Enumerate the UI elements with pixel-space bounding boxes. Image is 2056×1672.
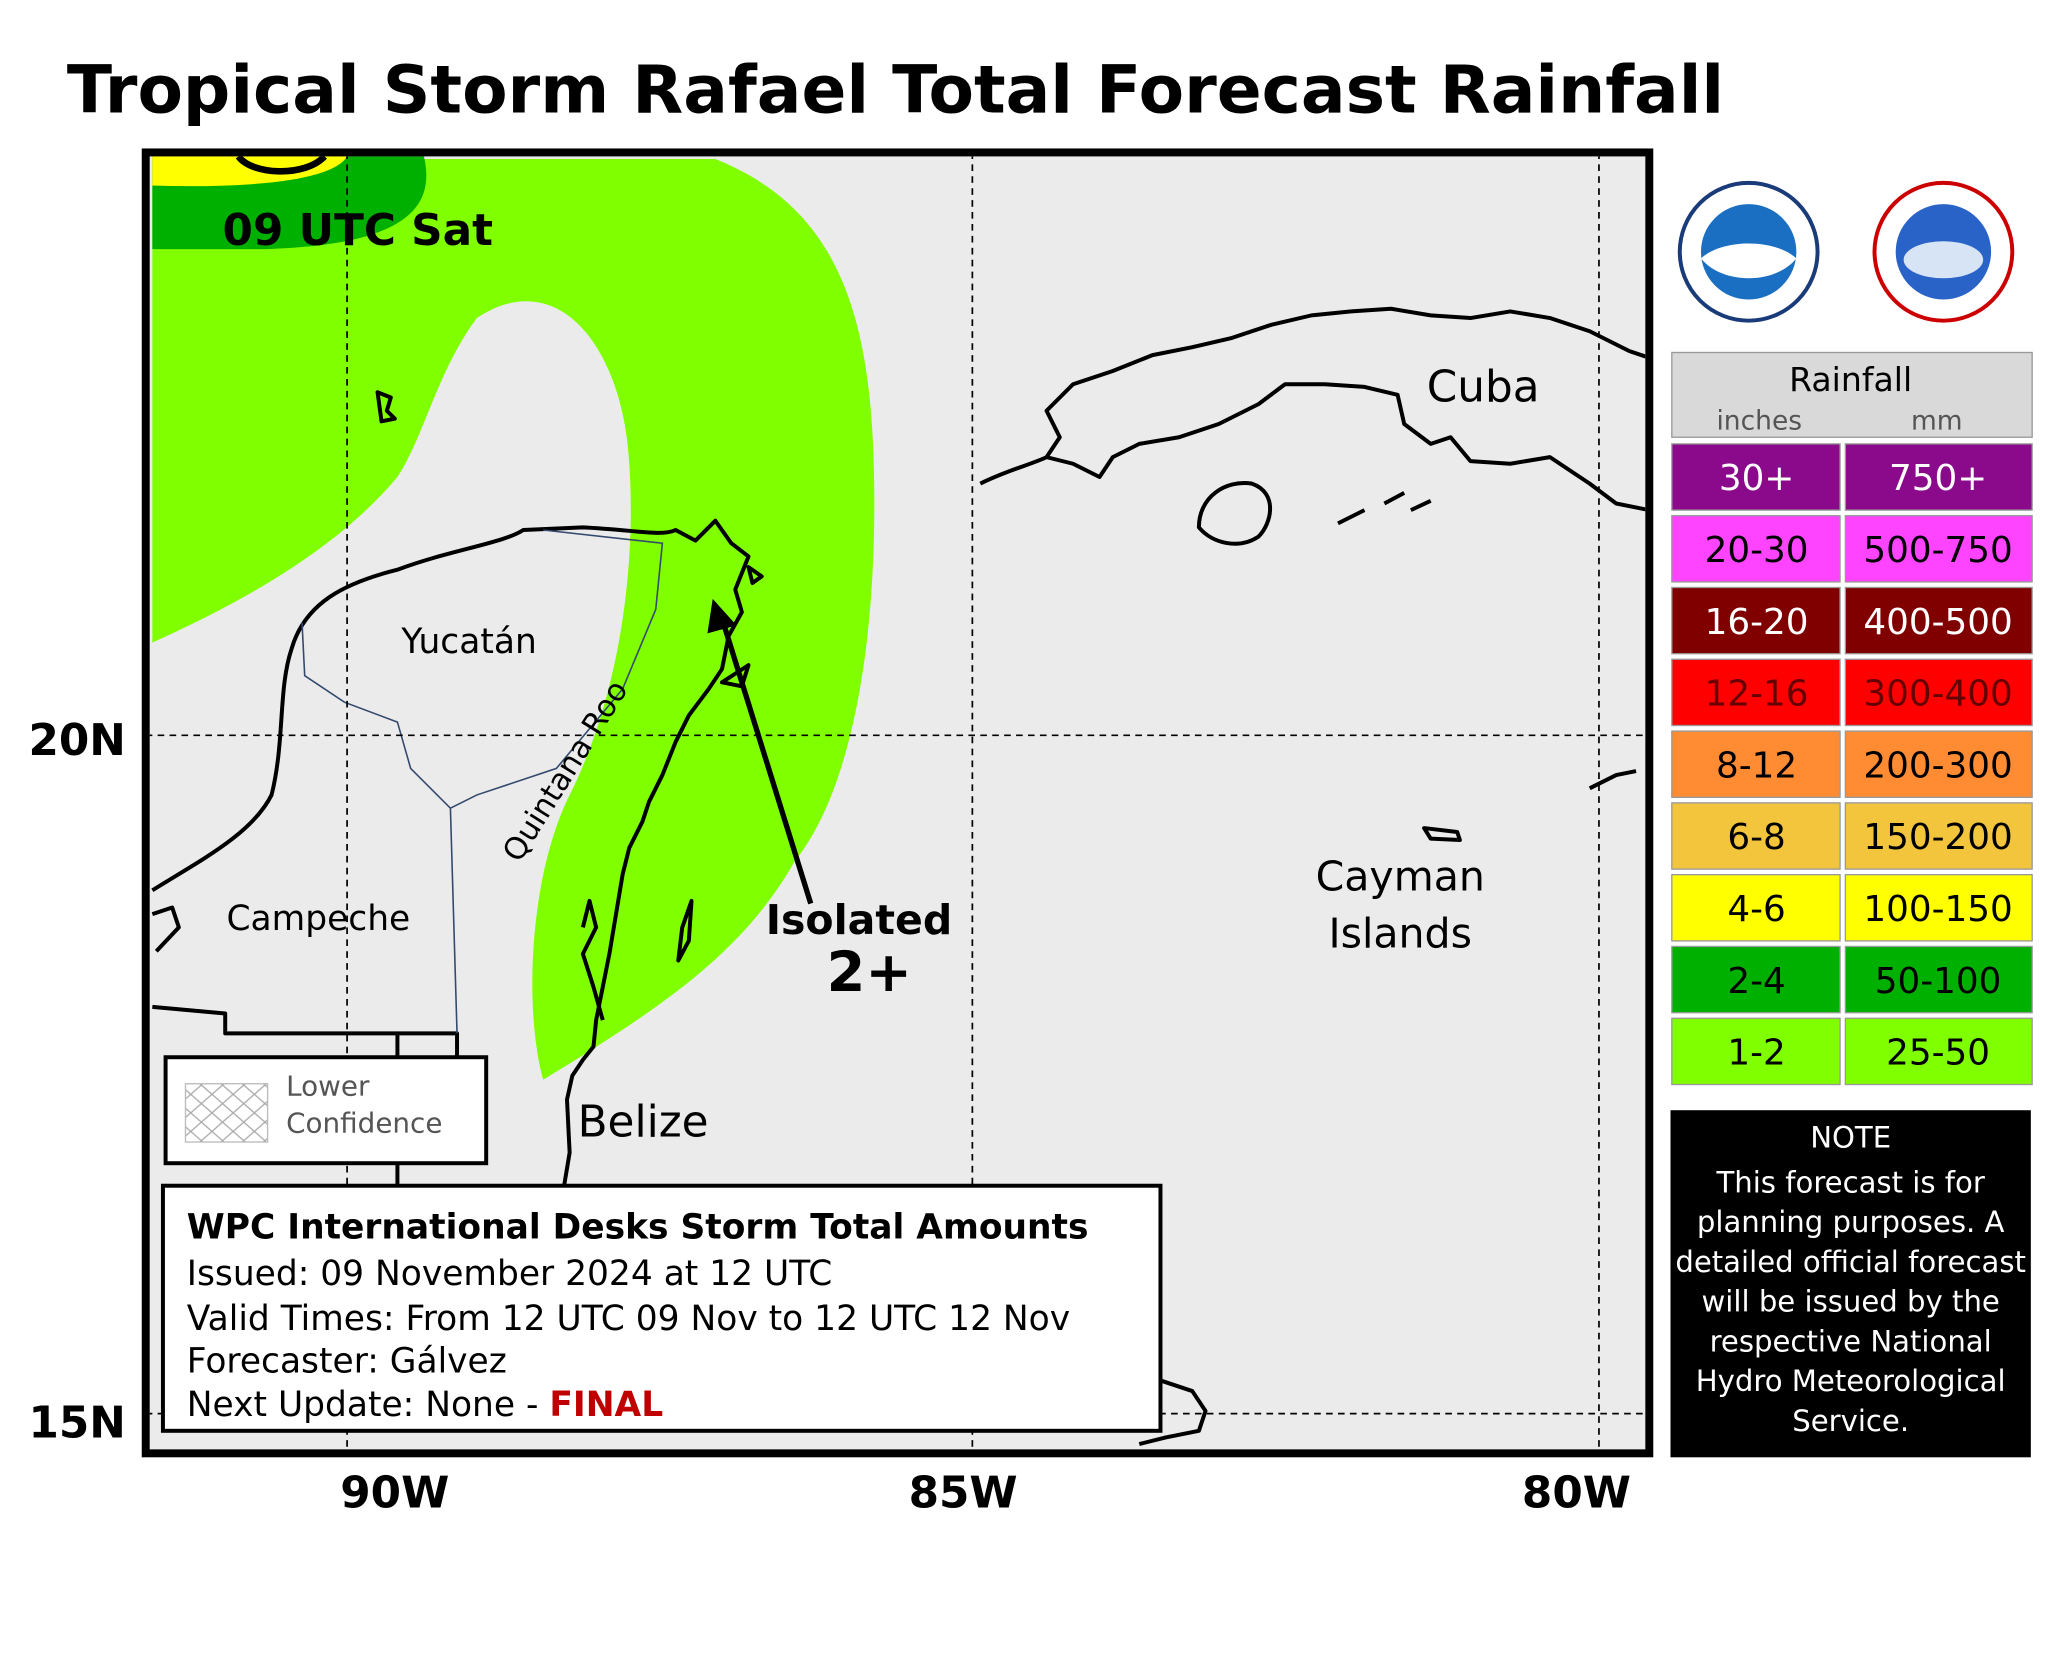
info-line: Valid Times: From 12 UTC 09 Nov to 12 UT… — [187, 1299, 1070, 1339]
annotation-arrowhead — [707, 598, 737, 634]
legend-swatch — [1844, 945, 2033, 1014]
lat-label: 20N — [28, 715, 125, 766]
legend-swatch — [1844, 802, 2033, 870]
legend-label: 16-20 — [1705, 602, 1809, 643]
state-borders — [301, 529, 664, 1034]
map-frame — [141, 148, 1654, 1458]
nws-logo-cloud — [1903, 241, 1984, 279]
legend-label: 12-16 — [1705, 674, 1809, 715]
noaa-logo-gull — [1700, 243, 1797, 279]
legend-label: 750+ — [1889, 458, 1987, 499]
annotation: 2+ — [827, 940, 912, 1005]
legend-header — [1671, 351, 2033, 438]
coastline-isla-juventud — [1196, 481, 1272, 546]
legend-swatch — [1671, 515, 1841, 583]
country-label: Belize — [578, 1097, 709, 1148]
legend-swatch — [1844, 730, 2033, 798]
info-line: Issued: 09 November 2024 at 12 UTC — [187, 1254, 833, 1294]
coastline-yucatan — [151, 518, 751, 1193]
note-line: detailed official forecast — [1675, 1245, 2026, 1279]
legend-label: 400-500 — [1863, 602, 2012, 643]
legend-swatch — [1671, 586, 1841, 655]
contour-time-label: 09 UTC Sat — [223, 205, 493, 256]
coastline-cuba-north — [979, 306, 1646, 486]
coastline-honduras — [1138, 1375, 1208, 1446]
legend-label: 2-4 — [1727, 961, 1785, 1002]
legend-swatch — [1671, 945, 1841, 1014]
legend-label: 6-8 — [1727, 817, 1785, 858]
region-label: Campeche — [227, 899, 411, 939]
lon-label: 80W — [1522, 1468, 1631, 1519]
coastline-islands — [580, 565, 764, 1021]
legend-label: 1-2 — [1727, 1033, 1785, 1074]
info-final: FINAL — [549, 1385, 663, 1425]
coastline-reef — [375, 390, 397, 424]
legend-label: 30+ — [1719, 458, 1794, 499]
coastline-cays — [1337, 491, 1637, 842]
legend-label: 25-50 — [1886, 1033, 1990, 1074]
legend-swatch — [1844, 586, 2033, 655]
legend-swatch — [1844, 515, 2033, 583]
confidence-swatch — [184, 1083, 269, 1143]
title: Tropical Storm Rafael Total Forecast Rai… — [67, 52, 1724, 129]
legend-swatch — [1844, 874, 2033, 942]
legend-label: 500-750 — [1863, 530, 2012, 571]
rain-area-1-2 — [152, 159, 875, 1080]
info-title: WPC International Desks Storm Total Amou… — [187, 1208, 1089, 1248]
rain-contour — [235, 156, 327, 175]
note-line: This forecast is for — [1715, 1165, 1984, 1199]
info-line: Forecaster: Gálvez — [187, 1342, 507, 1382]
legend-swatch — [1671, 802, 1841, 870]
legend-title: Rainfall — [1789, 360, 1912, 399]
note-line: planning purposes. A — [1697, 1205, 2005, 1239]
note-text: This forecast is for planning purposes. A… — [1675, 1165, 2026, 1437]
country-label: Cuba — [1427, 361, 1540, 412]
legend-label: 100-150 — [1863, 889, 2012, 930]
legend-swatch — [1671, 874, 1841, 942]
note-box — [1670, 1110, 2031, 1458]
legend-label: 8-12 — [1716, 745, 1797, 786]
info-box — [160, 1183, 1163, 1433]
coastlines — [151, 306, 1646, 1446]
legend-label: 20-30 — [1705, 530, 1809, 571]
confidence-label: Lower — [286, 1070, 370, 1103]
legend-label: 150-200 — [1863, 817, 2012, 858]
annotation: Isolated — [766, 896, 953, 944]
legend-label: 50-100 — [1875, 961, 2002, 1002]
legend-label: 300-400 — [1863, 674, 2012, 715]
legend-label: 200-300 — [1863, 745, 2012, 786]
note-line: respective National — [1710, 1324, 1992, 1358]
legend-swatch — [1671, 443, 1841, 511]
note-title: NOTE — [1810, 1120, 1891, 1154]
legend-swatch — [1671, 658, 1841, 727]
legend-unit: mm — [1911, 405, 1963, 436]
note-line: Hydro Meteorological — [1696, 1364, 2006, 1398]
annotation-arrow — [720, 621, 814, 905]
lon-label: 85W — [909, 1468, 1018, 1519]
legend-swatch — [1671, 730, 1841, 798]
coastline-cuba-south — [1046, 382, 1646, 512]
country-label: Cayman — [1316, 852, 1485, 900]
legend-unit: inches — [1716, 405, 1802, 436]
country-label: Islands — [1328, 909, 1472, 957]
legend-swatch — [1844, 1017, 2033, 1086]
legend-label: 4-6 — [1727, 889, 1785, 930]
region-label: Yucatán — [400, 622, 536, 662]
info-next-update: Next Update: None - — [187, 1385, 539, 1425]
legend-rows: 30+ 750+ 20-30 500-750 16-20 400-500 12-16 300-… — [1671, 443, 2033, 1086]
legend-swatch — [1844, 443, 2033, 511]
note-line: Service. — [1792, 1404, 1909, 1438]
legend-swatch — [1844, 658, 2033, 727]
lat-label: 15N — [28, 1397, 125, 1448]
rain-area-4-6 — [152, 156, 348, 187]
lon-label: 90W — [340, 1468, 449, 1519]
note-line: will be issued by the — [1701, 1285, 1999, 1319]
info-line: Next Update: None - FINAL — [187, 1385, 663, 1425]
confidence-label: Confidence — [286, 1107, 442, 1140]
agency-logos — [1677, 180, 2015, 323]
legend-swatch — [1671, 1017, 1841, 1086]
map-body: 09 UTC Sat Yucatán Quintana Roo Campeche… — [149, 156, 1646, 1450]
